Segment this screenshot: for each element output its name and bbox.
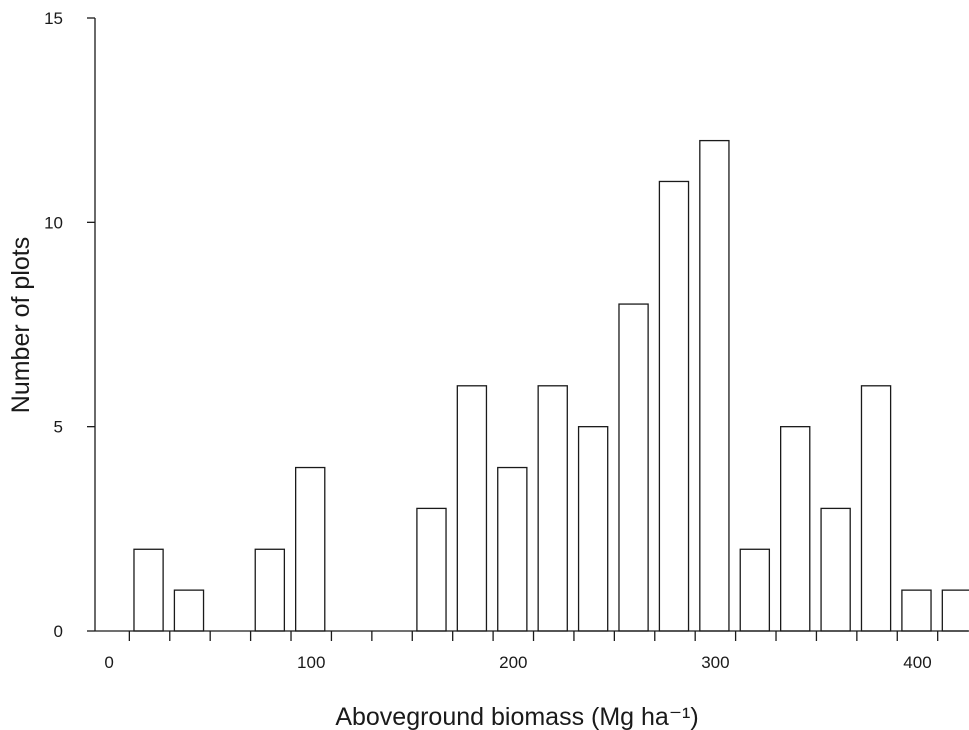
histogram-bar-40: [173, 589, 205, 632]
y-tick-label-15: 15: [44, 9, 63, 28]
x-tick-label-0: 0: [104, 653, 113, 672]
histogram-bar-160: [416, 507, 447, 632]
y-axis-ticks: 0 5 10 15: [44, 9, 95, 641]
histogram-bar-20: [133, 548, 164, 632]
histogram-bar-220: [537, 385, 568, 632]
histogram-bar-320: [739, 548, 771, 632]
x-tick-label-300: 300: [701, 653, 729, 672]
histogram-bar-340: [780, 426, 811, 632]
histogram-bar-180: [456, 385, 488, 632]
histogram-bar-280: [658, 180, 690, 632]
histogram-bar-80: [254, 548, 286, 632]
y-tick-label-10: 10: [44, 213, 63, 232]
x-tick-label-200: 200: [499, 653, 527, 672]
histogram-bar-360: [820, 507, 851, 632]
histogram-bar-300: [699, 139, 730, 632]
x-axis-title: Aboveground biomass (Mg ha⁻¹): [335, 703, 698, 730]
histogram-bar-380: [860, 385, 892, 632]
histogram-bar-420: [941, 589, 969, 632]
x-axis-ticks: 0 100 200 300 400: [104, 653, 931, 672]
histogram-bar-260: [618, 303, 649, 632]
y-axis-title: Number of plots: [7, 237, 35, 413]
histogram-bar-200: [497, 466, 528, 632]
y-tick-label-0: 0: [54, 622, 63, 641]
bin-boundary-ticks: [128, 631, 939, 641]
histogram-bar-400: [901, 589, 932, 632]
x-tick-label-400: 400: [903, 653, 931, 672]
x-tick-label-100: 100: [297, 653, 325, 672]
y-tick-label-5: 5: [54, 418, 63, 437]
histogram-bar-240: [577, 426, 609, 632]
histogram-bar-100: [295, 466, 326, 632]
bars-layer: [133, 139, 969, 632]
